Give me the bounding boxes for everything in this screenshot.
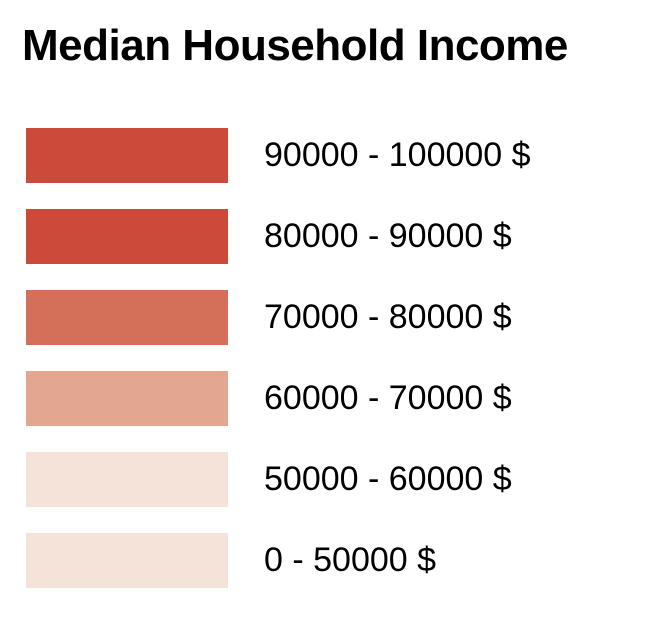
legend-swatch <box>26 128 228 183</box>
legend-label: 70000 - 80000 $ <box>264 298 512 336</box>
legend-swatch <box>26 290 228 345</box>
legend-swatch <box>26 371 228 426</box>
legend-item: 60000 - 70000 $ <box>26 371 531 426</box>
legend-label: 80000 - 90000 $ <box>264 217 512 255</box>
legend-title: Median Household Income <box>22 21 568 70</box>
legend-swatch <box>26 533 228 588</box>
legend-item: 0 - 50000 $ <box>26 533 531 588</box>
legend-item: 70000 - 80000 $ <box>26 290 531 345</box>
legend-list: 90000 - 100000 $ 80000 - 90000 $ 70000 -… <box>26 128 531 614</box>
legend-label: 60000 - 70000 $ <box>264 379 512 417</box>
legend-item: 80000 - 90000 $ <box>26 209 531 264</box>
legend-label: 0 - 50000 $ <box>264 541 437 579</box>
legend-label: 90000 - 100000 $ <box>264 136 531 174</box>
legend-label: 50000 - 60000 $ <box>264 460 512 498</box>
legend-swatch <box>26 209 228 264</box>
legend-swatch <box>26 452 228 507</box>
legend-item: 50000 - 60000 $ <box>26 452 531 507</box>
legend-item: 90000 - 100000 $ <box>26 128 531 183</box>
